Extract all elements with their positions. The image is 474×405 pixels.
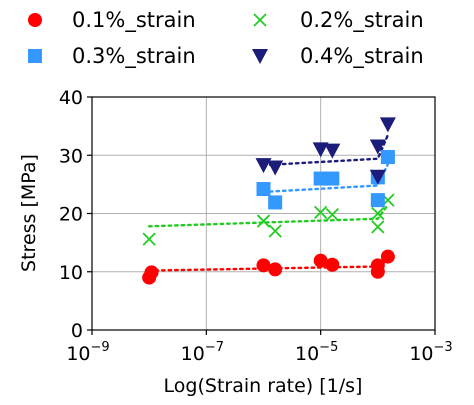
series-3-point [369,169,386,185]
series-0-point [380,249,395,264]
axis-ticks: 0 10 20 30 40 10−9 10−7 10−5 10−3 [59,87,453,365]
series-0-point [256,258,271,273]
x-axis-label: Log(Strain rate) [1/s] [164,375,363,397]
series-3-point [369,139,386,155]
legend-label: 0.2%_strain [300,8,424,33]
series-2-point [380,149,395,164]
x-tick-label: 10−7 [181,340,224,365]
series-0-point [370,258,385,273]
y-axis-label: Stress [MPa] [18,154,40,272]
legend-marker-0 [28,13,42,27]
series-1-point [325,208,339,222]
series-0-point [325,257,340,272]
series-2-point [268,195,283,210]
series-0-point [268,262,283,277]
legend-marker-3 [252,49,268,64]
legend-marker-1 [253,13,267,27]
series-1-point [142,232,156,246]
series-2-point [313,171,328,186]
series-2-point [325,171,340,186]
x-tick-label: 10−9 [66,340,109,365]
series-3-point [267,160,284,176]
series-2-point [370,193,385,208]
trend-line-1 [147,203,390,228]
y-tick-label: 10 [59,262,83,284]
grid [91,96,436,331]
series-1-point [314,205,328,219]
legend-label: 0.1%_strain [72,8,196,33]
legend: 0.1%_strain 0.2%_strain 0.3%_strain 0.4%_st… [28,8,424,69]
series-3-point [379,117,396,133]
series-1-point [268,224,282,238]
y-tick-label: 40 [59,87,83,109]
x-tick-label: 10−3 [409,340,452,365]
y-tick-label: 20 [59,204,83,226]
series-2-point [256,182,271,197]
series-0-point [313,253,328,268]
series-3-point [312,142,329,158]
legend-label: 0.3%_strain [72,44,196,69]
y-tick-label: 0 [71,320,83,342]
legend-label: 0.4%_strain [300,44,424,69]
legend-marker-2 [28,49,42,63]
x-tick-label: 10−5 [295,340,338,365]
series-1-point [371,220,385,234]
series-3-point [324,143,341,159]
y-tick-label: 30 [59,145,83,167]
series-3-point [255,158,272,174]
series-0-point [144,265,159,280]
trend-line-3 [262,133,390,167]
series-1-point [256,214,271,228]
data-points [142,117,396,285]
series-1-point [371,206,385,221]
